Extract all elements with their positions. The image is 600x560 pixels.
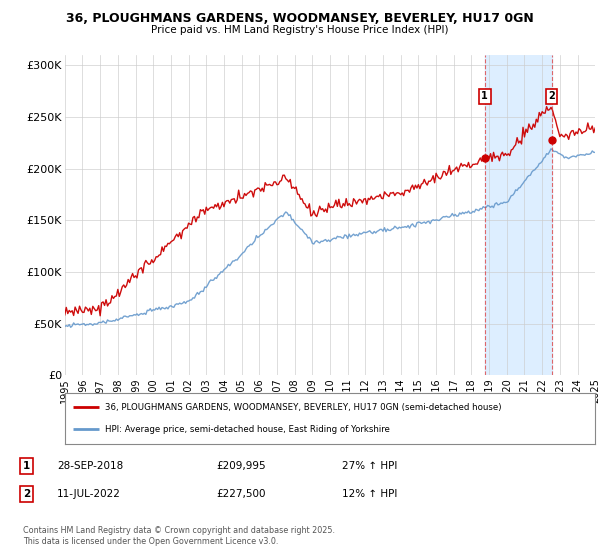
Text: 27% ↑ HPI: 27% ↑ HPI [342, 461, 397, 471]
Text: £227,500: £227,500 [216, 489, 265, 499]
Text: 28-SEP-2018: 28-SEP-2018 [57, 461, 123, 471]
Text: HPI: Average price, semi-detached house, East Riding of Yorkshire: HPI: Average price, semi-detached house,… [104, 425, 389, 434]
Text: 12% ↑ HPI: 12% ↑ HPI [342, 489, 397, 499]
Text: 36, PLOUGHMANS GARDENS, WOODMANSEY, BEVERLEY, HU17 0GN: 36, PLOUGHMANS GARDENS, WOODMANSEY, BEVE… [66, 12, 534, 25]
Text: 1: 1 [481, 91, 488, 101]
Text: Price paid vs. HM Land Registry's House Price Index (HPI): Price paid vs. HM Land Registry's House … [151, 25, 449, 35]
Text: 36, PLOUGHMANS GARDENS, WOODMANSEY, BEVERLEY, HU17 0GN (semi-detached house): 36, PLOUGHMANS GARDENS, WOODMANSEY, BEVE… [104, 403, 501, 412]
Text: 1: 1 [23, 461, 30, 471]
Text: 11-JUL-2022: 11-JUL-2022 [57, 489, 121, 499]
Bar [485, 55, 551, 375]
Text: 2: 2 [23, 489, 30, 499]
Text: £209,995: £209,995 [216, 461, 266, 471]
Text: 2: 2 [548, 91, 555, 101]
Text: Contains HM Land Registry data © Crown copyright and database right 2025.
This d: Contains HM Land Registry data © Crown c… [23, 526, 335, 546]
